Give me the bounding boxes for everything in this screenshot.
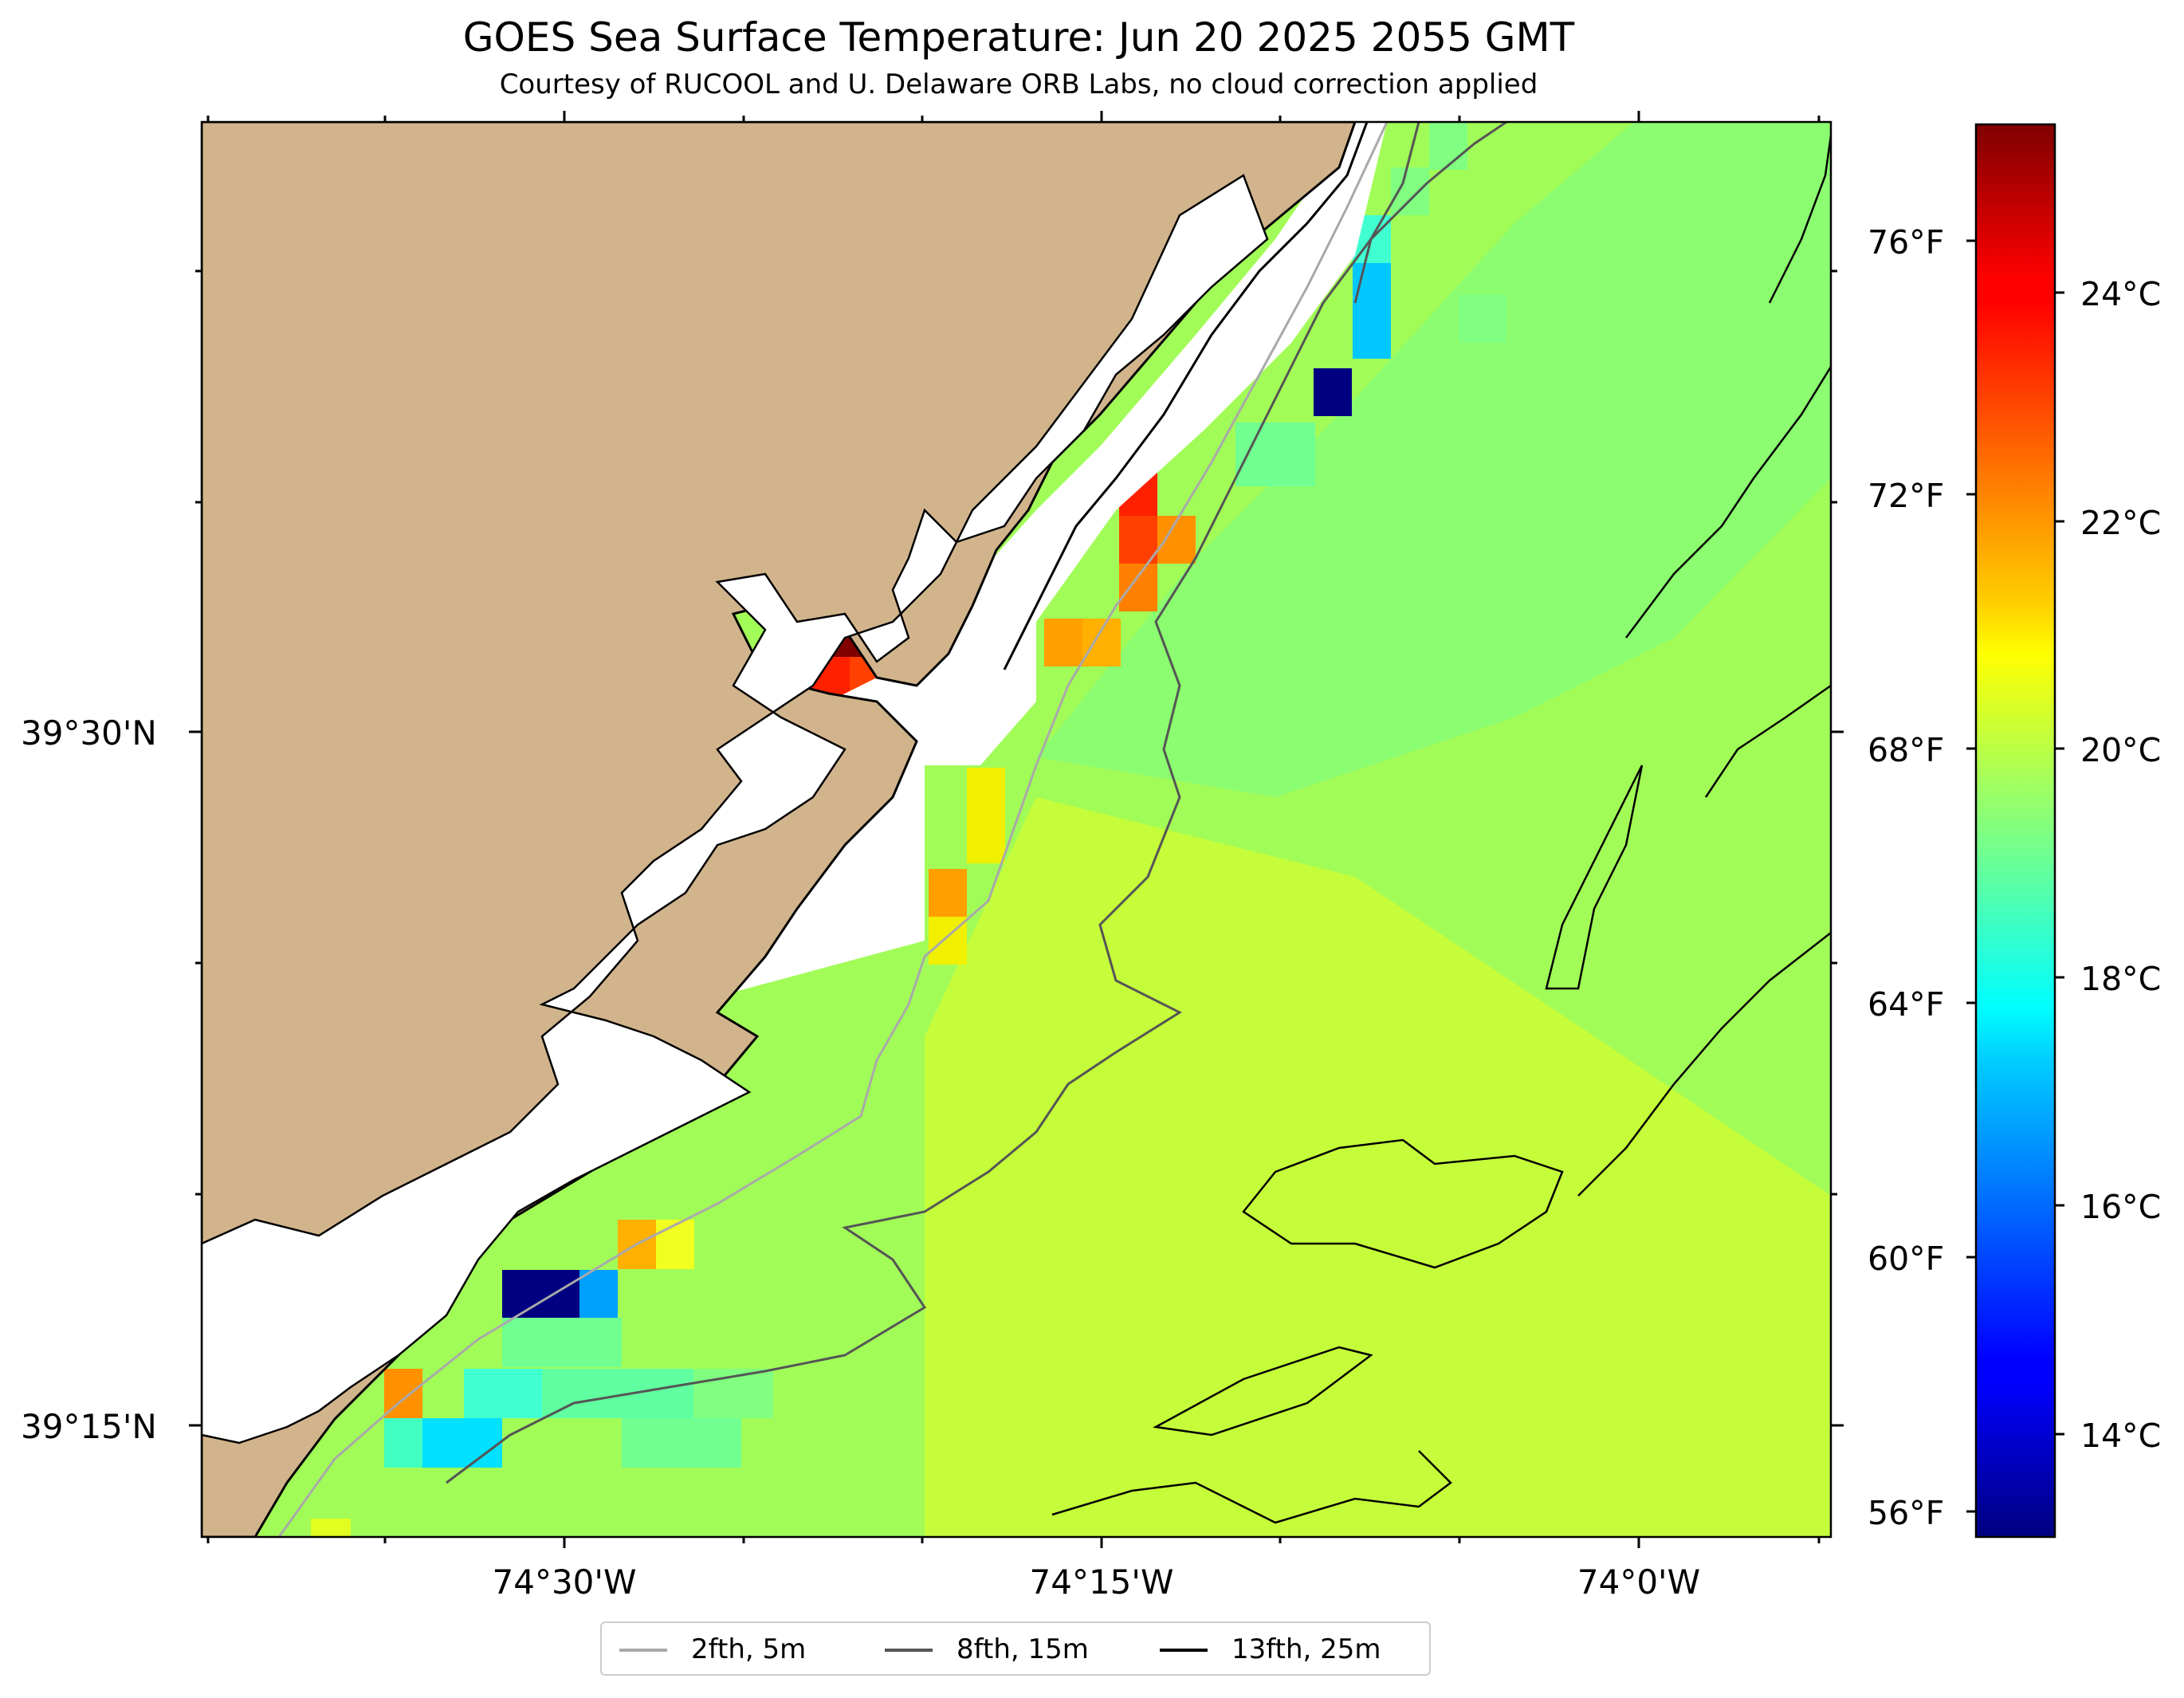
legend-label: 2fth, 5m	[691, 1633, 807, 1665]
contour-13fth-c	[1577, 932, 1831, 1197]
sst-pixel	[1119, 516, 1157, 564]
sst-pixel	[1429, 122, 1467, 170]
lat-label-39-15: 39°15'N	[21, 1407, 157, 1446]
colorbar-ticks	[1966, 239, 2064, 1513]
contour-13fth-e	[1704, 684, 1831, 798]
sst-pixel	[502, 1270, 579, 1318]
celsius-label: 22°C	[2080, 504, 2162, 542]
sst-pixel	[656, 1220, 694, 1269]
sst-pixel	[1353, 263, 1391, 359]
sst-pixel	[579, 1270, 618, 1318]
fahrenheit-label: 56°F	[1868, 1494, 1945, 1532]
contour-13fth-g	[1768, 135, 1831, 304]
sst-pixel	[622, 1418, 741, 1468]
fahrenheit-label: 68°F	[1868, 731, 1945, 769]
chart-title: GOES Sea Surface Temperature: Jun 20 202…	[462, 14, 1575, 61]
barrier-island-line	[1003, 122, 1369, 670]
sst-pixel	[1459, 295, 1506, 343]
sst-pixel	[502, 1318, 622, 1367]
legend-line-2fth	[619, 1649, 667, 1652]
contour-legend: 2fth, 5m 8fth, 15m 13fth, 25m	[600, 1621, 1431, 1676]
contour-13fth-b	[1153, 1346, 1373, 1437]
contour-13fth	[1242, 1138, 1564, 1269]
legend-label: 13fth, 25m	[1231, 1633, 1381, 1665]
contour-2fth	[277, 122, 1389, 1537]
map-ticks	[189, 111, 1844, 1548]
sst-pixel	[1044, 619, 1082, 666]
contour-8fth	[446, 122, 1507, 1484]
sst-pixel	[967, 768, 1005, 863]
sst-pixel	[1157, 516, 1196, 564]
sst-pixel	[542, 1369, 701, 1418]
celsius-label: 14°C	[2080, 1417, 2162, 1455]
chart-subtitle: Courtesy of RUCOOL and U. Delaware ORB L…	[499, 69, 1538, 100]
warm-offshore-band	[925, 797, 1831, 1537]
legend-line-8fth	[885, 1649, 933, 1652]
celsius-label: 18°C	[2080, 960, 2162, 998]
sst-pixel	[929, 869, 967, 917]
celsius-label: 20°C	[2080, 731, 2162, 769]
sst-pixel	[1314, 368, 1352, 416]
sst-pixel	[1082, 619, 1121, 666]
legend-line-13fth	[1160, 1649, 1208, 1652]
sst-pixel	[311, 1519, 351, 1537]
bay-water	[202, 174, 1269, 1444]
lat-label-39-30: 39°30'N	[21, 713, 157, 753]
map-frame	[200, 120, 1832, 1539]
fahrenheit-label: 60°F	[1868, 1240, 1945, 1278]
contour-13fth-d	[1545, 764, 1644, 990]
celsius-label: 16°C	[2080, 1188, 2162, 1226]
fahrenheit-label: 72°F	[1868, 477, 1945, 515]
sst-pixel	[1391, 167, 1429, 215]
contour-8fth-b	[1353, 122, 1420, 304]
sst-pixel	[422, 1418, 502, 1468]
sst-pixel	[464, 1369, 544, 1418]
fahrenheit-label: 64°F	[1868, 985, 1945, 1024]
fahrenheit-label: 76°F	[1868, 223, 1945, 261]
contour-13fth-h	[1051, 1450, 1452, 1524]
lon-label-74-15: 74°15'W	[1029, 1562, 1174, 1602]
lon-label-74-0: 74°0'W	[1577, 1562, 1701, 1602]
colorbar	[1974, 123, 2056, 1539]
sst-pixel	[384, 1418, 422, 1468]
legend-label: 8fth, 15m	[956, 1633, 1089, 1665]
contour-13fth-f	[1625, 366, 1831, 639]
sst-pixel	[1119, 564, 1157, 611]
lon-label-74-30: 74°30'W	[492, 1562, 637, 1602]
celsius-label: 24°C	[2080, 275, 2162, 313]
